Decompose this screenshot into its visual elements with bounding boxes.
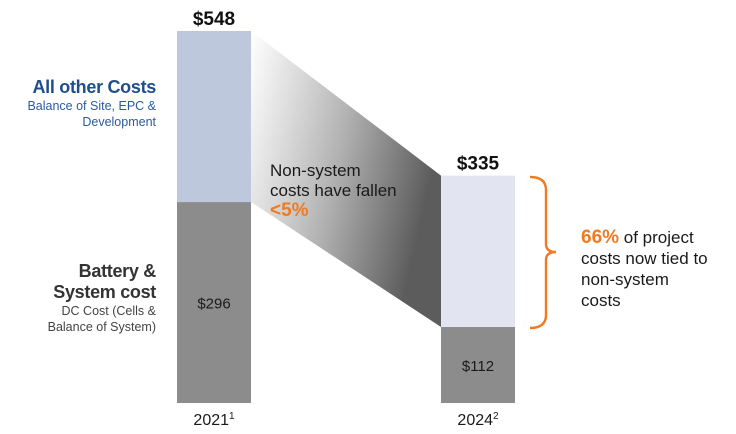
bracket-icon [529,175,557,330]
bar-labels: $548 $296 20211 $335 $112 20242 [193,9,500,429]
non-system-annotation: Non-system costs have fallen <5% [270,161,397,221]
bar-system-cost-2024 [441,326,515,403]
project-share-line-4: costs [581,291,621,310]
bar-other-costs-2021 [177,31,251,203]
project-share-percent: 66% [581,227,620,248]
project-share-line-1-text: of project [619,228,694,247]
bar-other-costs-2024 [441,175,515,327]
non-system-percent: <5% [270,200,309,221]
segment-label-2021: $296 [197,296,230,313]
non-system-line-2: costs have fallen [270,181,397,200]
non-system-line-1: Non-system [270,161,361,180]
all-other-costs-subtitle-1: Balance of Site, EPC & [27,99,156,113]
battery-system-title-2: System cost [53,282,156,302]
project-share-line-3: non-system [581,270,669,289]
total-label-2024: $335 [457,154,500,175]
battery-system-cost-label: Battery & System cost DC Cost (Cells & B… [47,261,157,335]
category-label-2024: 20242 [457,411,499,429]
battery-system-title-1: Battery & [78,261,157,281]
total-label-2021: $548 [193,9,235,30]
all-other-costs-title: All other Costs [32,77,156,97]
project-share-line-2: costs now tied to [581,249,708,268]
battery-system-subtitle-1: DC Cost (Cells & [61,304,156,318]
project-share-annotation: 66% of project costs now tied to non-sys… [581,227,708,311]
connector-band-shape [251,31,441,327]
bar-system-cost-2021 [177,202,251,403]
bars [177,31,515,403]
all-other-costs-label: All other Costs Balance of Site, EPC & D… [27,77,156,130]
segment-label-2024: $112 [462,358,494,375]
connector-band [251,31,441,327]
project-share-line-1: 66% of project [581,227,708,248]
category-label-2021: 20211 [193,411,235,429]
battery-system-subtitle-2: Balance of System) [47,320,156,334]
all-other-costs-subtitle-2: Development [82,115,156,129]
